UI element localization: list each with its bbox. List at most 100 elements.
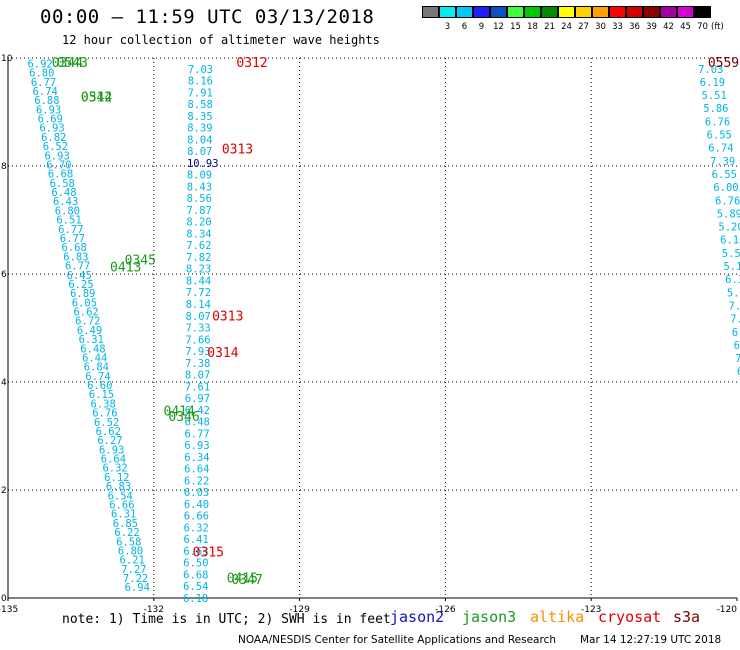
swh-value: 6.34 — [184, 452, 209, 464]
swh-value: 6.15 — [89, 389, 114, 401]
pass-time-label: 0313 — [222, 143, 253, 158]
pass-time-label: 0414 — [164, 405, 195, 420]
swh-value: 6.35 — [725, 274, 740, 286]
swh-value: 7.03 — [188, 64, 213, 76]
swh-value: 5.89 — [717, 208, 740, 220]
swh-value: 6.38 — [91, 398, 116, 410]
swh-value: 7.27 — [121, 564, 146, 576]
swh-value: 6.40 — [184, 499, 209, 511]
swh-value: 6.50 — [183, 558, 208, 570]
swh-value: 6.56 — [734, 340, 740, 352]
swh-value: 6.54 — [108, 490, 133, 502]
swh-value: 6.42 — [185, 405, 210, 417]
swh-value: 6.44 — [82, 352, 107, 364]
scale-label: 30 — [595, 22, 606, 32]
swh-value: 6.68 — [48, 169, 73, 181]
swh-value: 6.52 — [94, 417, 119, 429]
scale-swatch — [524, 6, 541, 18]
legend-jason2: jason2 — [390, 608, 445, 626]
swh-value: 6.00 — [713, 182, 738, 194]
swh-value: 6.45 — [67, 270, 92, 282]
swh-value: 6.60 — [87, 380, 112, 392]
swh-value: 6.89 — [70, 288, 95, 300]
swh-value: 8.39 — [187, 123, 212, 135]
swh-value: 10.93 — [187, 158, 219, 170]
swh-value: 6.32 — [184, 522, 209, 534]
swh-value: 6.21 — [120, 555, 145, 567]
swh-value: 6.83 — [63, 251, 88, 263]
scale-label: 12 — [493, 22, 504, 32]
scale-swatch — [592, 6, 609, 18]
swh-value: 7.91 — [188, 87, 213, 99]
swh-value: 5.86 — [703, 103, 728, 115]
swh-value: 8.09 — [187, 170, 212, 182]
swh-value: 6.31 — [111, 509, 136, 521]
scale-swatch — [558, 6, 575, 18]
swh-value: 8.43 — [187, 181, 212, 193]
swh-value: 6.76 — [705, 116, 730, 128]
swh-value: 7.13 — [729, 300, 740, 312]
swh-value: 8.58 — [187, 99, 212, 111]
swh-value: 6.64 — [184, 464, 209, 476]
swh-value: 6.85 — [113, 518, 138, 530]
scale-swatch — [456, 6, 473, 18]
y-tick-label: 8 — [1, 162, 7, 172]
swh-value: 7.93 — [185, 346, 210, 358]
swh-value: 6.74 — [33, 86, 58, 98]
swh-value: 6.25 — [68, 279, 93, 291]
swh-value: 8.07 — [187, 146, 212, 158]
legend-s3a: s3a — [673, 608, 701, 626]
swh-value: 8.14 — [186, 299, 211, 311]
swh-value: 7.30 — [730, 314, 740, 326]
pass-time-label: 0314 — [207, 346, 238, 361]
swh-value: 6.62 — [96, 426, 121, 438]
swh-value: 8.20 — [186, 217, 211, 229]
y-tick-label: 10 — [1, 54, 13, 64]
scale-swatch — [422, 6, 439, 18]
swh-value: 6.83 — [106, 481, 131, 493]
scale-swatch — [507, 6, 524, 18]
swh-value: 6.13 — [720, 235, 740, 247]
swh-value: 6.22 — [184, 475, 209, 487]
y-tick-label: 2 — [1, 486, 7, 496]
swh-value: 5.19 — [723, 261, 740, 273]
scale-label: 3 — [444, 22, 451, 32]
scale-swatch — [694, 6, 711, 18]
swh-value: 7.22 — [123, 573, 148, 585]
swh-value: 7.72 — [186, 287, 211, 299]
scale-swatch — [677, 6, 694, 18]
swh-value: 7.82 — [186, 252, 211, 264]
swh-value: 7.39 — [710, 156, 735, 168]
swh-value: 6.31 — [79, 334, 104, 346]
pass-time-label: 0544 — [81, 90, 112, 105]
swh-value: 8.35 — [187, 111, 212, 123]
pass-time-label: 0413 — [110, 260, 141, 275]
pass-time-label: 0346 — [168, 410, 199, 425]
scale-label: 9 — [478, 22, 485, 32]
swh-value: 6.68 — [62, 242, 87, 254]
y-tick-label: 6 — [1, 270, 7, 280]
swh-value: 6.58 — [116, 536, 141, 548]
swh-value: 6.05 — [72, 297, 97, 309]
pass-time-label: 0543 — [57, 56, 88, 71]
scale-swatch — [490, 6, 507, 18]
x-tick-label: -126 — [435, 605, 456, 615]
scale-swatch — [609, 6, 626, 18]
swh-value: 6.80 — [29, 68, 54, 80]
x-tick-label: -120 — [717, 605, 738, 615]
scale-label: 45 — [680, 22, 691, 32]
swh-value: 7.24 — [735, 353, 740, 365]
pass-time-label: 0312 — [81, 90, 112, 105]
swh-value: 6.69 — [38, 114, 63, 126]
x-tick-label: -123 — [581, 605, 601, 615]
swh-value: 6.43 — [53, 196, 78, 208]
swh-value: 6.68 — [183, 569, 208, 581]
swh-value: 6.98 — [732, 327, 740, 339]
swh-value: 8.34 — [186, 228, 211, 240]
swh-value: 5.52 — [722, 248, 740, 260]
swh-value: 6.12 — [104, 472, 129, 484]
pass-time-label: 0345 — [125, 253, 156, 268]
swh-value: 6.93 — [36, 104, 61, 116]
scale-label: 39 — [646, 22, 657, 32]
swh-value: 6.62 — [73, 307, 98, 319]
